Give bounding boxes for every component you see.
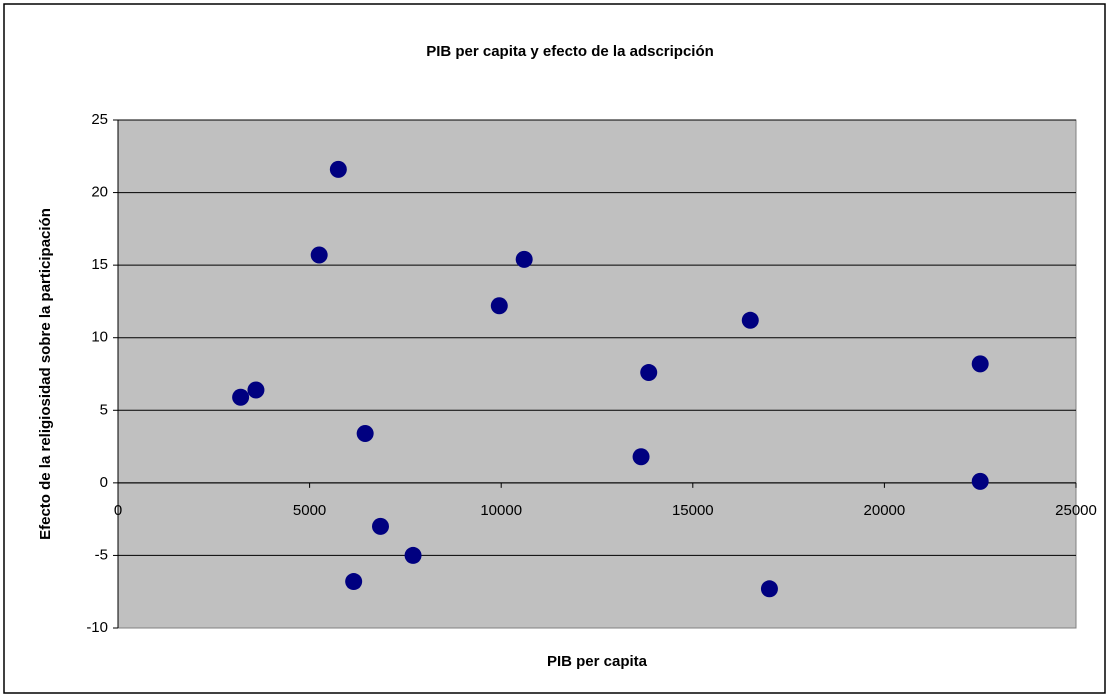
x-tick-label: 5000 [293,502,326,519]
point [371,517,389,535]
plot-area [117,119,1077,629]
y-tick-label: 25 [91,111,108,128]
x-tick-label: 25000 [1055,502,1097,519]
point [232,388,250,406]
point [490,297,508,315]
point [971,472,989,490]
y-tick-label: 0 [100,474,108,491]
y-tick-label: -10 [86,619,108,636]
point [247,381,265,399]
point [310,246,328,264]
y-axis-label: Efecto de la religiosidad sobre la parti… [37,208,54,540]
x-axis-label: PIB per capita [547,653,648,670]
x-tick-label: 15000 [672,502,714,519]
point [515,250,533,268]
point [329,160,347,178]
point [404,546,422,564]
point [741,311,759,329]
chart-title: PIB per capita y efecto de la adscripció… [426,43,714,60]
x-tick-label: 10000 [480,502,522,519]
y-tick-label: 5 [100,401,108,418]
y-tick-label: 20 [91,184,108,201]
point [971,355,989,373]
point [345,573,363,591]
x-tick-label: 20000 [864,502,906,519]
y-tick-label: 15 [91,256,108,273]
x-tick-label: 0 [114,502,122,519]
point [632,448,650,466]
point [760,580,778,598]
point [640,364,658,382]
y-tick-label: 10 [91,329,108,346]
y-tick-label: -5 [95,546,108,563]
point [356,425,374,443]
